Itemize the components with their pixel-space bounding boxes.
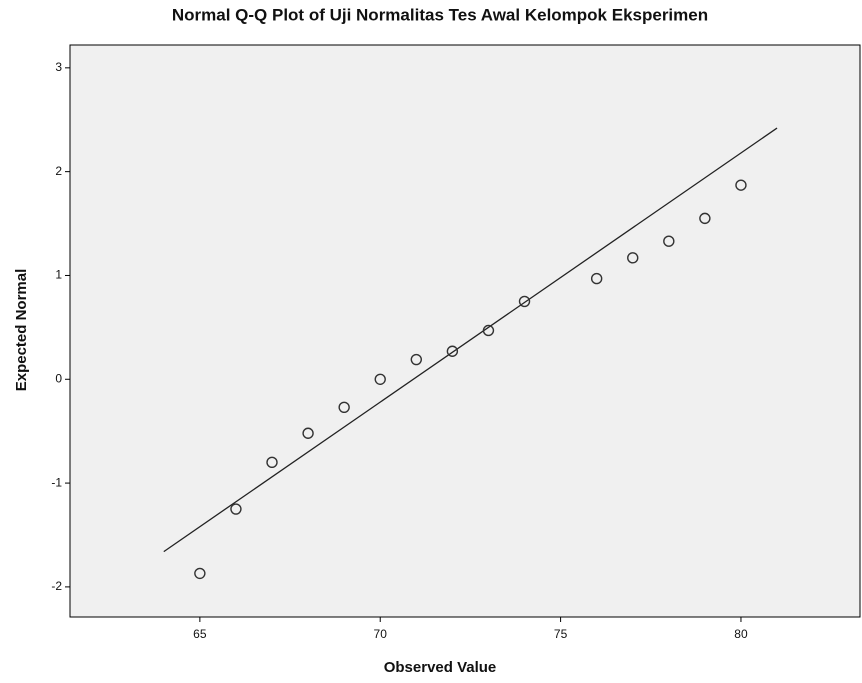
point	[663, 235, 675, 247]
y-tick-label: -2	[51, 579, 62, 593]
x-tick-label: 70	[374, 627, 388, 641]
point	[338, 401, 350, 414]
point	[590, 272, 603, 285]
point	[194, 567, 206, 580]
point	[410, 353, 423, 366]
y-tick-label: -1	[51, 475, 62, 489]
y-tick-label: 2	[55, 164, 62, 178]
point	[482, 324, 495, 337]
reference-line	[163, 127, 778, 553]
chart-title: Normal Q-Q Plot of Uji Normalitas Tes Aw…	[172, 5, 708, 24]
x-axis-label: Observed Value	[384, 659, 497, 676]
y-tick-label: 1	[55, 268, 62, 282]
point	[230, 503, 242, 515]
point	[518, 295, 531, 308]
point	[374, 373, 386, 385]
y-tick-label: 3	[55, 60, 62, 74]
point	[302, 427, 314, 439]
point	[627, 252, 639, 264]
x-tick-label: 80	[734, 627, 748, 641]
point	[735, 179, 747, 191]
y-tick-label: 0	[55, 371, 62, 385]
point	[699, 212, 711, 225]
y-axis-label: Expected Normal	[13, 269, 30, 392]
point	[266, 456, 278, 469]
x-tick-label: 75	[554, 627, 568, 641]
x-tick-label: 65	[193, 627, 207, 641]
plot-area	[69, 44, 861, 618]
point	[446, 345, 459, 357]
